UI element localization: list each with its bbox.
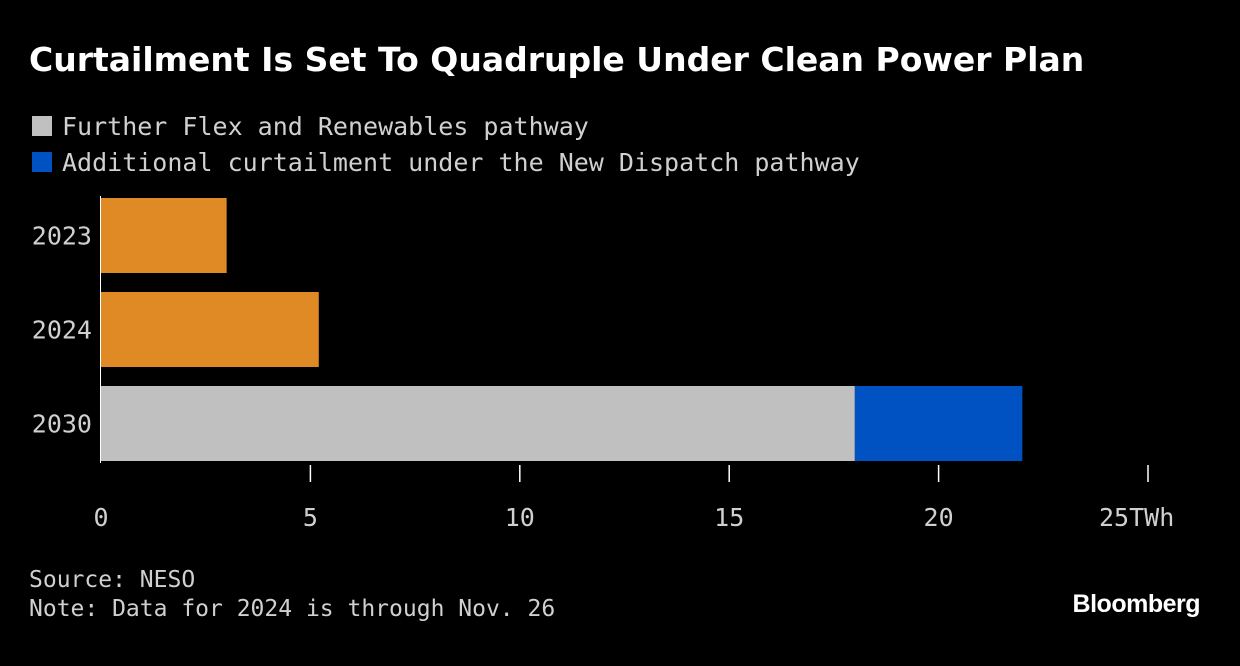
data-note: Note: Data for 2024 is through Nov. 26 xyxy=(29,596,556,622)
legend-swatch-blue xyxy=(32,152,52,172)
category-label-2024: 2024 xyxy=(32,316,92,345)
legend-swatch-grey xyxy=(32,116,52,136)
bar-2024-series-0 xyxy=(101,292,319,367)
bar-2030-series-2 xyxy=(854,386,1023,461)
source-note: Source: NESO xyxy=(29,567,196,593)
chart-footer: Source: NESO Note: Data for 2024 is thro… xyxy=(29,566,555,624)
legend-label: Additional curtailment under the New Dis… xyxy=(62,147,860,177)
x-tick-label-5: 25TWh xyxy=(1099,503,1174,532)
category-label-2030: 2030 xyxy=(32,410,92,439)
x-tick-label-4: 20 xyxy=(924,503,954,532)
bloomberg-logo: Bloomberg xyxy=(1072,590,1201,618)
bar-2030-series-1 xyxy=(101,386,855,461)
x-tick-label-3: 15 xyxy=(714,503,744,532)
legend-label: Further Flex and Renewables pathway xyxy=(62,111,589,141)
category-label-2023: 2023 xyxy=(32,222,92,251)
legend-item-further-flex: Further Flex and Renewables pathway xyxy=(32,108,860,144)
x-tick-label-1: 5 xyxy=(303,503,318,532)
x-tick-label-2: 10 xyxy=(505,503,535,532)
bar-2023-series-0 xyxy=(101,198,227,273)
chart-legend: Further Flex and Renewables pathway Addi… xyxy=(32,108,860,180)
legend-item-new-dispatch: Additional curtailment under the New Dis… xyxy=(32,144,860,180)
chart-title: Curtailment Is Set To Quadruple Under Cl… xyxy=(29,40,1085,79)
x-tick-label-0: 0 xyxy=(93,503,108,532)
